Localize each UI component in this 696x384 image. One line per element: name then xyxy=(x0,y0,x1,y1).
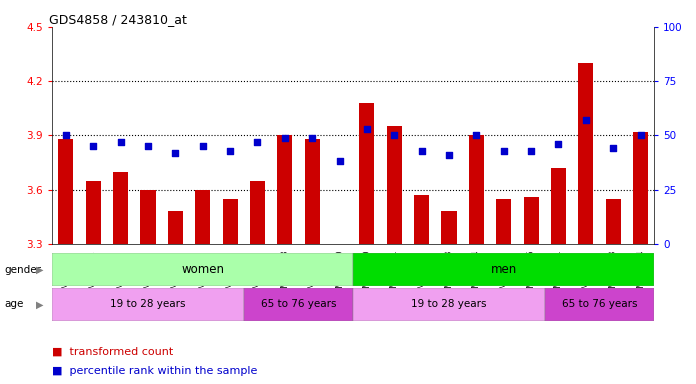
Bar xyxy=(86,180,101,244)
Point xyxy=(279,134,290,141)
Point xyxy=(388,132,400,139)
Point xyxy=(416,147,427,154)
Bar xyxy=(545,288,654,321)
Point xyxy=(608,145,619,151)
Point xyxy=(252,139,263,145)
Bar xyxy=(633,132,648,244)
Text: ■  percentile rank within the sample: ■ percentile rank within the sample xyxy=(52,366,258,376)
Point xyxy=(361,126,372,132)
Bar xyxy=(195,190,210,244)
Text: ■  transformed count: ■ transformed count xyxy=(52,346,173,356)
Bar xyxy=(52,253,353,286)
Point xyxy=(225,147,236,154)
Bar xyxy=(606,199,621,244)
Text: ▶: ▶ xyxy=(36,299,43,310)
Bar xyxy=(277,136,292,244)
Point xyxy=(334,158,345,164)
Text: men: men xyxy=(491,263,517,276)
Point xyxy=(525,147,537,154)
Bar xyxy=(168,211,183,244)
Bar xyxy=(469,136,484,244)
Text: ▶: ▶ xyxy=(36,265,43,275)
Point xyxy=(498,147,509,154)
Point xyxy=(553,141,564,147)
Point xyxy=(170,150,181,156)
Bar xyxy=(141,190,155,244)
Point xyxy=(580,117,592,123)
Bar xyxy=(250,180,265,244)
Text: 19 to 28 years: 19 to 28 years xyxy=(110,299,186,310)
Bar xyxy=(305,139,319,244)
Point xyxy=(115,139,126,145)
Bar xyxy=(414,195,429,244)
Point xyxy=(88,143,99,149)
Text: GDS4858 / 243810_at: GDS4858 / 243810_at xyxy=(49,13,187,26)
Bar xyxy=(387,126,402,244)
Text: gender: gender xyxy=(5,265,42,275)
Text: women: women xyxy=(181,263,224,276)
Point xyxy=(61,132,72,139)
Point xyxy=(635,132,646,139)
Bar xyxy=(441,211,457,244)
Point xyxy=(307,134,318,141)
Bar xyxy=(52,288,244,321)
Bar xyxy=(223,199,237,244)
Bar xyxy=(58,139,73,244)
Point xyxy=(443,152,454,158)
Point xyxy=(197,143,208,149)
Bar xyxy=(551,168,566,244)
Text: 65 to 76 years: 65 to 76 years xyxy=(261,299,336,310)
Text: age: age xyxy=(5,299,24,310)
Point xyxy=(143,143,154,149)
Text: 19 to 28 years: 19 to 28 years xyxy=(411,299,487,310)
Bar xyxy=(496,199,512,244)
Bar xyxy=(353,288,545,321)
Text: 65 to 76 years: 65 to 76 years xyxy=(562,299,638,310)
Bar xyxy=(244,288,353,321)
Bar xyxy=(353,253,654,286)
Point xyxy=(470,132,482,139)
Bar xyxy=(578,63,594,244)
Bar xyxy=(113,172,128,244)
Bar xyxy=(359,103,374,244)
Bar xyxy=(523,197,539,244)
